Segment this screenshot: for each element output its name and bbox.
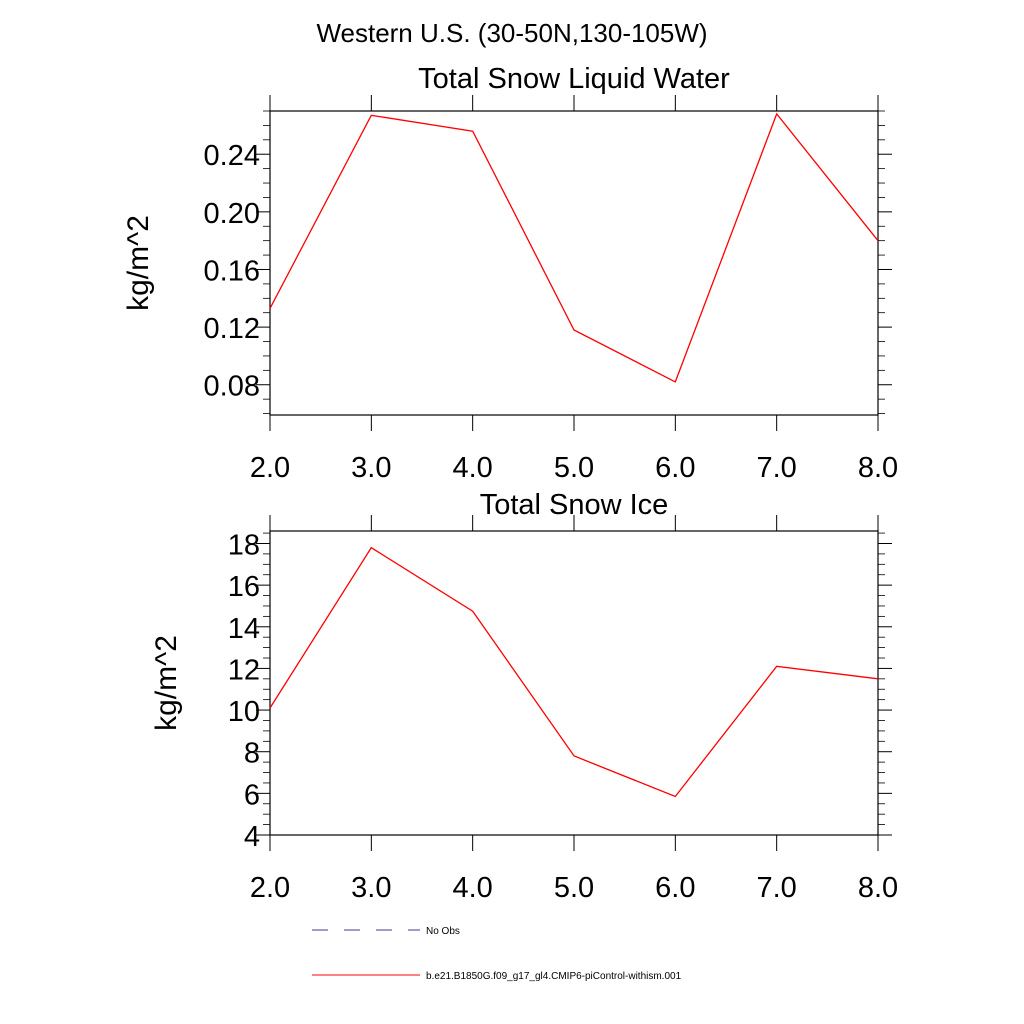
x-tick-label: 3.0 [351, 452, 391, 484]
chart-panels: Total Snow Liquid Water kg/m^2 2.0 3.0 4.0 5.… [122, 63, 898, 904]
legend: No Obs b.e21.B1850G.f09_g17_gl4.CMIP6-piC… [312, 926, 682, 982]
y-tick-label: 0.08 [204, 371, 260, 403]
y-tick-label: 0.16 [204, 255, 260, 287]
x-tick-label: 3.0 [351, 872, 391, 904]
x-tick-label: 6.0 [655, 872, 695, 904]
x-tick-label: 4.0 [453, 452, 493, 484]
x-tick-label: 8.0 [858, 872, 898, 904]
y-tick-label: 10 [228, 696, 260, 728]
x-tick-label: 6.0 [655, 452, 695, 484]
y-tick-label: 8 [244, 738, 260, 770]
x-tick-label: 4.0 [453, 872, 493, 904]
y-tick-label: 6 [244, 779, 260, 811]
figure-title: Western U.S. (30-50N,130-105W) [316, 18, 707, 48]
x-tick-label: 5.0 [554, 872, 594, 904]
y-axis-label: kg/m^2 [122, 215, 155, 311]
legend-label-1: No Obs [426, 926, 460, 937]
x-tick-label: 2.0 [250, 872, 290, 904]
x-tick-label: 5.0 [554, 452, 594, 484]
y-tick-label: 0.24 [204, 140, 260, 172]
y-tick-label: 12 [228, 654, 260, 686]
y-tick-label: 18 [228, 529, 260, 561]
series-line [269, 112, 879, 383]
y-axis-label: kg/m^2 [150, 635, 183, 731]
chart-panel-1: Total Snow Liquid Water kg/m^2 2.0 3.0 4.0 5.… [122, 63, 898, 484]
x-tick-label: 2.0 [250, 452, 290, 484]
x-tick-label: 7.0 [757, 872, 797, 904]
legend-label-2: b.e21.B1850G.f09_g17_gl4.CMIP6-piControl… [426, 971, 682, 982]
y-tick-label: 0.12 [204, 313, 260, 345]
x-tick-label: 8.0 [858, 452, 898, 484]
y-tick-label: 16 [228, 571, 260, 603]
y-tick-label: 4 [244, 821, 260, 853]
series-line [269, 546, 879, 798]
y-tick-label: 0.20 [204, 198, 260, 230]
x-tick-label: 7.0 [757, 452, 797, 484]
y-tick-label: 14 [228, 613, 260, 645]
chart-title: Total Snow Liquid Water [418, 63, 730, 95]
